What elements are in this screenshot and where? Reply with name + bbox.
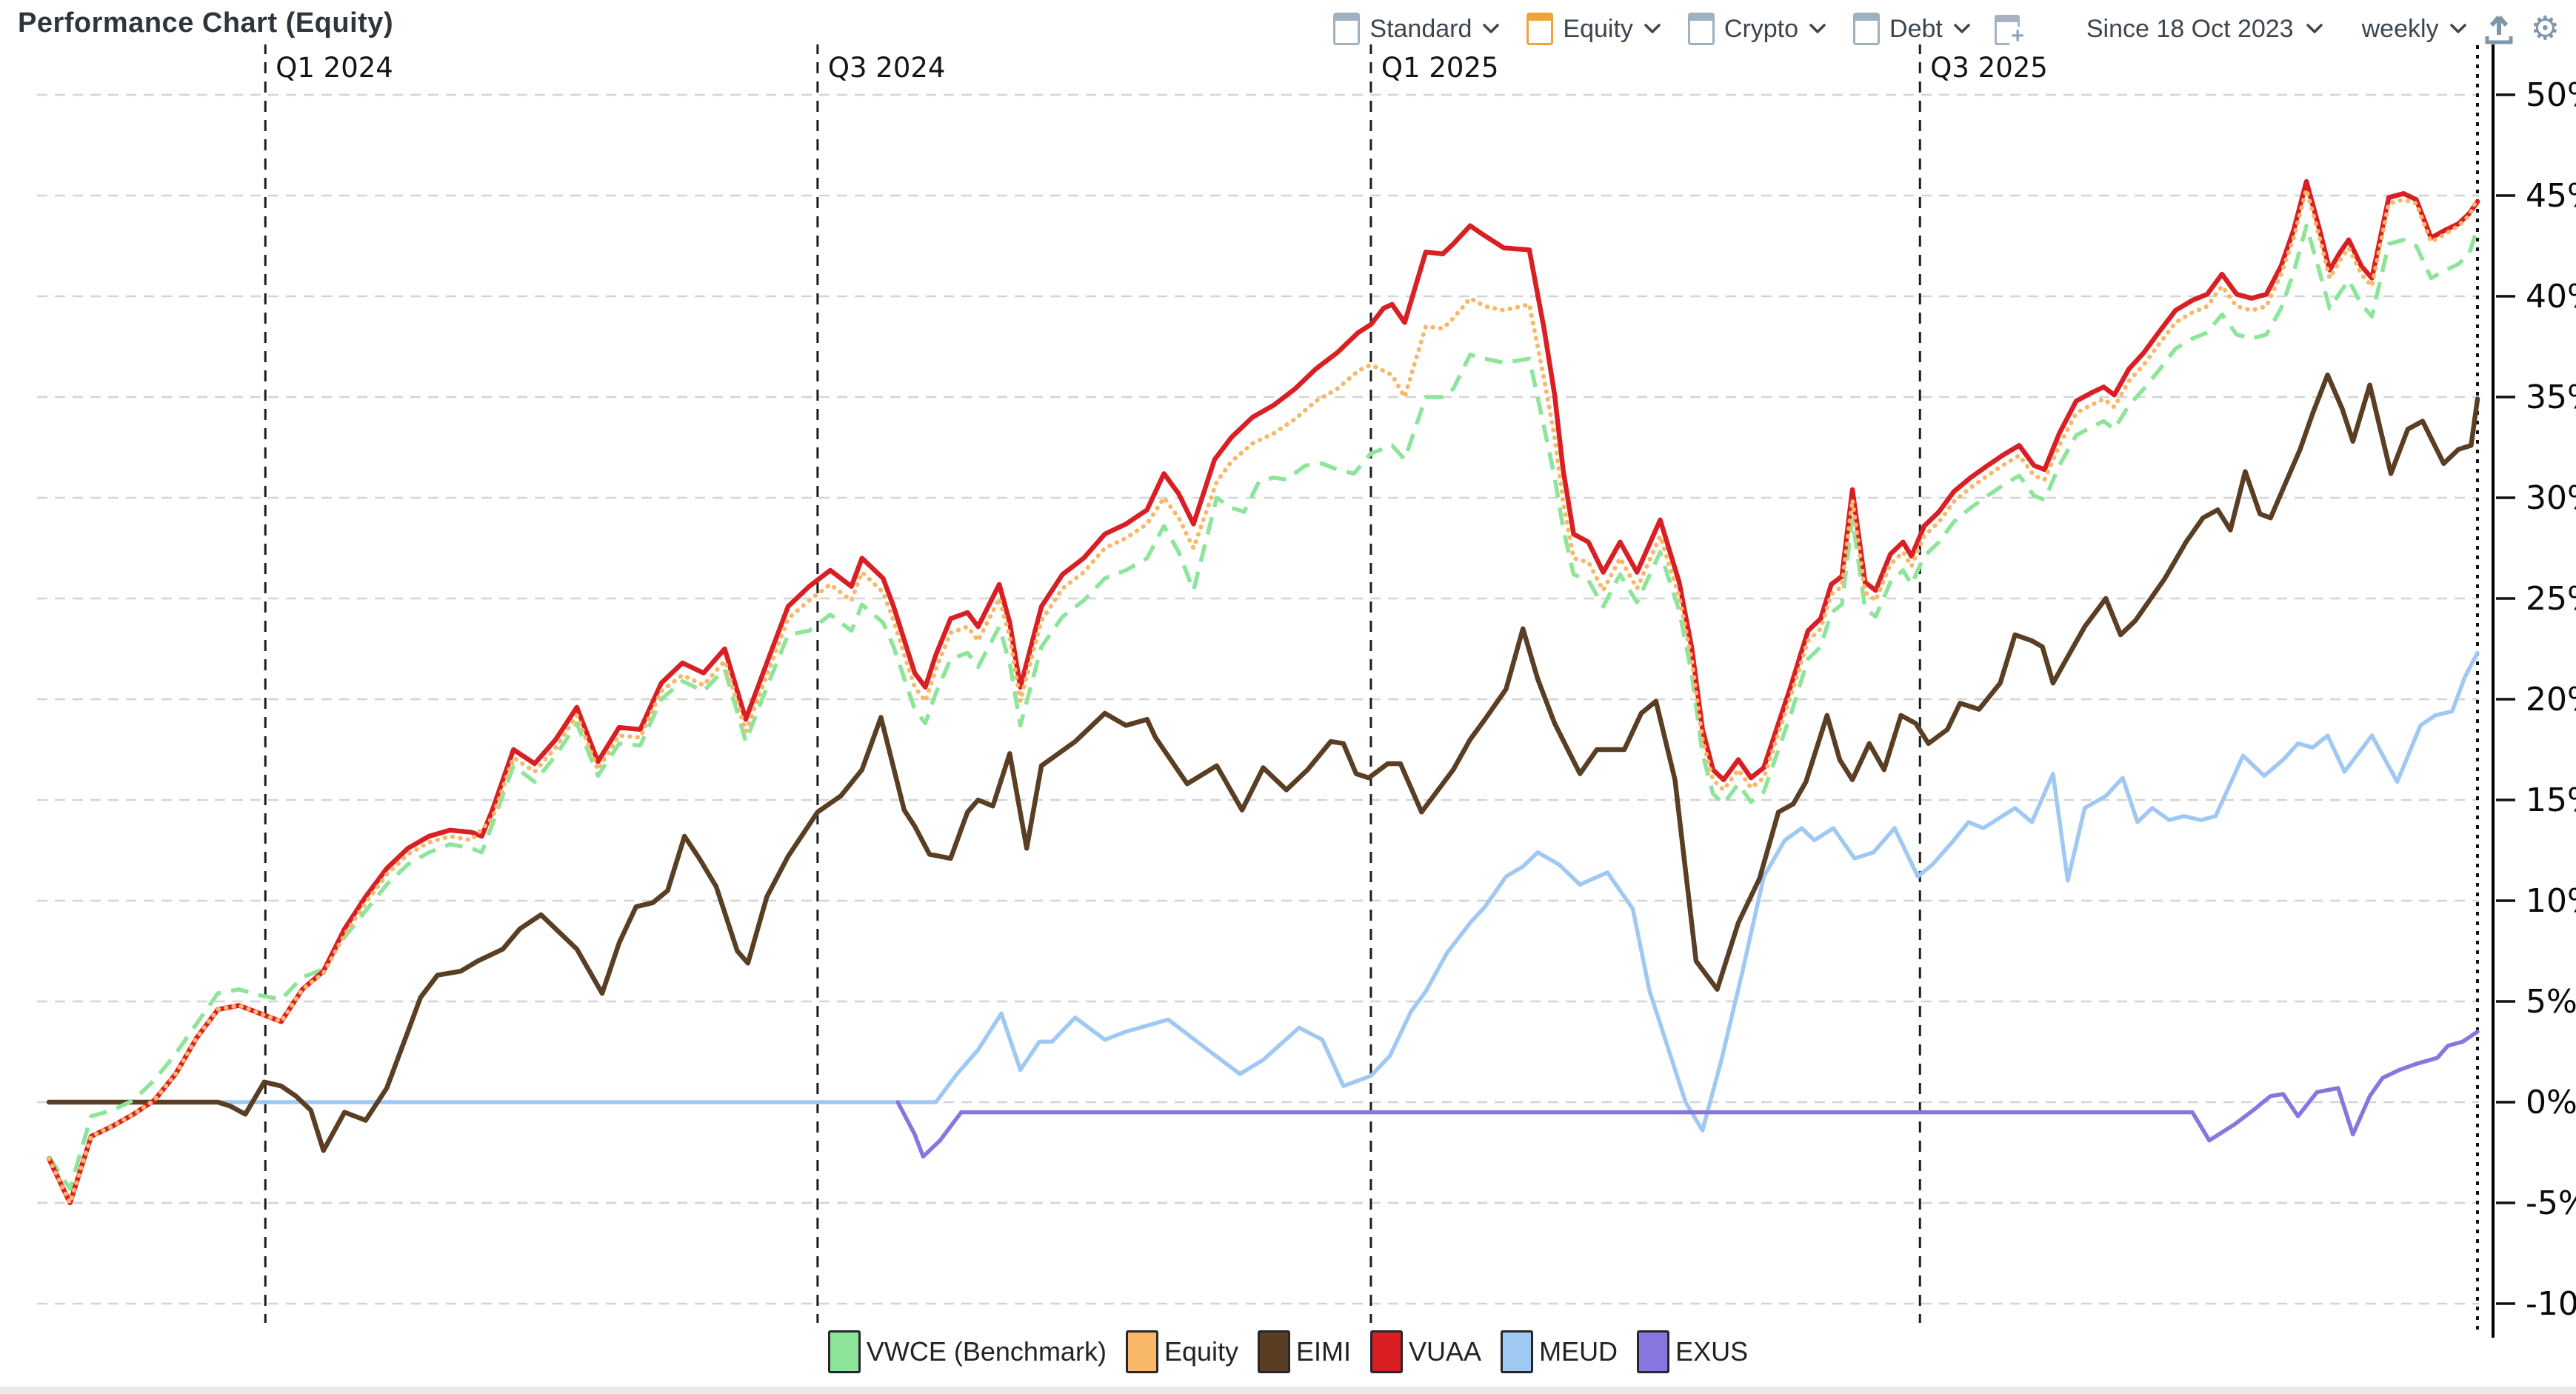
series-line-vwce[interactable] <box>47 224 2480 1191</box>
chevron-down-icon <box>2449 24 2466 33</box>
legend-item-vuaa[interactable]: VUAA <box>1370 1330 1481 1373</box>
legend-item-equity[interactable]: Equity <box>1125 1330 1238 1373</box>
period-label: Since 18 Oct 2023 <box>2086 14 2294 43</box>
performance-chart[interactable]: 50% 45% 40% 35% 30% 25% 20% 15% 10% 5% 0% -5% -10% Q1… <box>0 44 2576 1387</box>
frequency-dropdown[interactable]: weekly <box>2362 15 2467 44</box>
axis-label: 10% <box>2526 882 2576 920</box>
legend-item-meud[interactable]: MEUD <box>1501 1330 1618 1373</box>
quarter-label: Q3 2024 <box>828 52 946 84</box>
filter-group-label: Standard <box>1369 14 1472 43</box>
legend-label: Equity <box>1164 1336 1238 1367</box>
axis-label: 20% <box>2526 681 2576 718</box>
chevron-down-icon <box>1483 24 1500 33</box>
filter-group-label: Debt <box>1889 14 1943 43</box>
panel-checkbox-icon[interactable] <box>1687 13 1715 45</box>
quarter-label: Q3 2025 <box>1930 52 2048 84</box>
quarter-label: Q1 2024 <box>276 52 393 84</box>
filter-group-debt[interactable]: Debt <box>1853 13 1971 45</box>
filter-group-standard[interactable]: Standard <box>1333 13 1500 45</box>
filter-group-crypto[interactable]: Crypto <box>1687 13 1826 45</box>
quarter-label: Q1 2025 <box>1381 52 1499 84</box>
legend-swatch <box>827 1330 861 1373</box>
series-line-vuaa[interactable] <box>46 179 2480 1206</box>
legend-item-vwce[interactable]: VWCE (Benchmark) <box>827 1330 1107 1373</box>
axis-label: -10% <box>2526 1285 2576 1323</box>
axis-label: 15% <box>2526 781 2576 819</box>
axis-label: 35% <box>2526 378 2576 416</box>
series-line-meud[interactable] <box>216 650 2480 1133</box>
page-title: Performance Chart (Equity) <box>18 7 394 39</box>
series-line-exus[interactable] <box>895 1030 2480 1159</box>
gear-icon: ⚙ <box>2530 10 2560 47</box>
legend-item-eimi[interactable]: EIMI <box>1258 1330 1351 1373</box>
filter-group-label: Crypto <box>1724 14 1799 43</box>
add-group-button[interactable]: + <box>1993 13 2024 48</box>
export-button[interactable] <box>2482 12 2516 46</box>
upload-icon <box>2485 15 2513 44</box>
axis-label: 0% <box>2526 1084 2576 1121</box>
chevron-down-icon <box>1954 24 1970 33</box>
bottom-scrollbar[interactable] <box>0 1387 2576 1394</box>
legend-swatch <box>1258 1330 1290 1373</box>
header: Performance Chart (Equity) Standard Equit… <box>0 0 2576 58</box>
axis-label: 5% <box>2526 983 2576 1021</box>
legend-swatch <box>1125 1330 1158 1373</box>
panel-checkbox-icon[interactable] <box>1333 13 1361 45</box>
panel-checkbox-icon[interactable] <box>1526 13 1554 45</box>
legend-label: MEUD <box>1539 1336 1618 1367</box>
axis-label: -5% <box>2526 1184 2576 1222</box>
axis-label: 40% <box>2526 278 2576 316</box>
legend-label: VUAA <box>1409 1336 1482 1367</box>
series-line-equity[interactable] <box>47 187 2480 1205</box>
legend-label: VWCE (Benchmark) <box>866 1336 1107 1367</box>
chart-legend: VWCE (Benchmark) Equity EIMI VUAA MEUD EXUS <box>0 1330 2576 1373</box>
header-controls: Standard Equity Crypto Debt + Since 18 Oct … <box>1307 0 2560 58</box>
series-line-eimi[interactable] <box>46 372 2480 1153</box>
filter-group-equity[interactable]: Equity <box>1526 13 1661 45</box>
settings-button[interactable]: ⚙ <box>2531 13 2560 45</box>
filter-groups: Standard Equity Crypto Debt <box>1307 13 1970 45</box>
period-dropdown[interactable]: Since 18 Oct 2023 <box>2086 15 2323 44</box>
legend-swatch <box>1370 1330 1404 1373</box>
legend-swatch <box>1501 1330 1534 1373</box>
chevron-down-icon <box>2306 24 2323 33</box>
plus-icon: + <box>2009 24 2024 48</box>
axis-label: 45% <box>2526 177 2576 215</box>
legend-label: EXUS <box>1675 1336 1749 1367</box>
axis-label: 30% <box>2526 479 2576 517</box>
panel-checkbox-icon[interactable] <box>1853 13 1881 45</box>
filter-group-label: Equity <box>1563 14 1633 43</box>
frequency-label: weekly <box>2361 14 2439 43</box>
axis-label: 50% <box>2526 76 2576 114</box>
legend-item-exus[interactable]: EXUS <box>1637 1330 1748 1373</box>
legend-label: EIMI <box>1296 1336 1352 1367</box>
axis-label: 25% <box>2526 580 2576 618</box>
legend-swatch <box>1637 1330 1670 1373</box>
chevron-down-icon <box>1809 24 1826 33</box>
chevron-down-icon <box>1644 24 1661 33</box>
